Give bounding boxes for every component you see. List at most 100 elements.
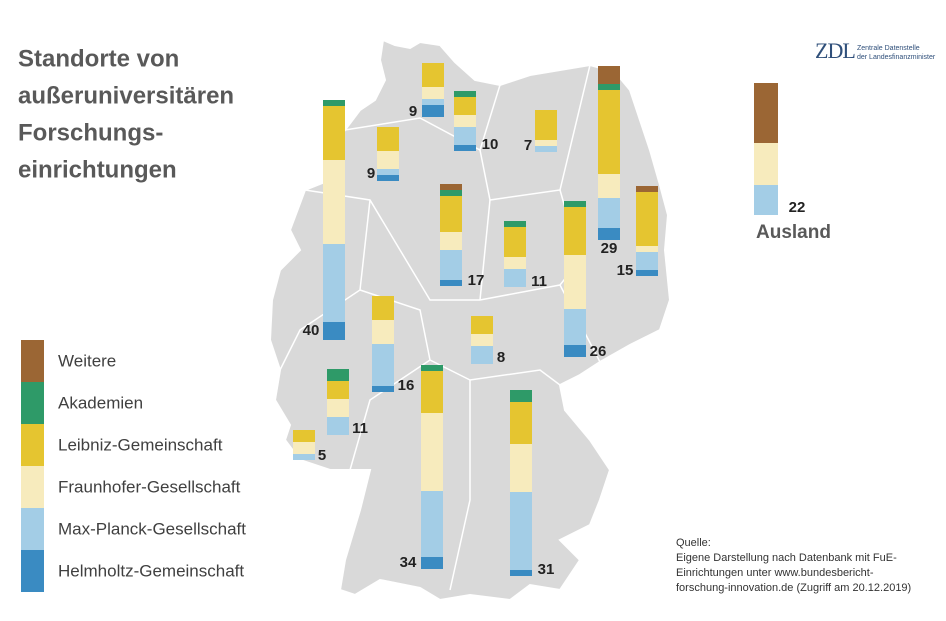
legend-label: Weitere	[58, 351, 116, 370]
bar-segment	[421, 371, 443, 413]
total-label: 29	[601, 240, 618, 257]
total-label: 17	[468, 272, 485, 289]
total-label: 26	[590, 343, 607, 360]
bar-segment	[598, 84, 620, 90]
bar-segment	[636, 192, 658, 246]
title-line: Standorte von	[18, 45, 179, 72]
total-label: 11	[531, 273, 547, 290]
total-label: 22	[789, 199, 806, 216]
bar-segment	[535, 146, 557, 152]
bar-segment	[440, 280, 462, 286]
bar-segment	[454, 145, 476, 151]
bar-segment	[377, 169, 399, 175]
bar-segment	[293, 454, 315, 460]
bar-segment	[471, 334, 493, 346]
bar-segment	[564, 201, 586, 207]
bar-segment	[636, 186, 658, 192]
bar-segment	[422, 99, 444, 105]
total-label: 5	[318, 447, 326, 464]
legend-label: Akademien	[58, 393, 143, 412]
bar-segment	[323, 244, 345, 322]
total-label: 16	[398, 377, 415, 394]
bar-segment	[510, 390, 532, 402]
bar-segment	[293, 442, 315, 454]
bar-segment	[471, 346, 493, 364]
bar-segment	[454, 97, 476, 115]
bar-segment	[510, 570, 532, 576]
bar-segment	[422, 63, 444, 87]
bar-segment	[440, 190, 462, 196]
bar-segment	[564, 207, 586, 255]
bar-segment	[454, 127, 476, 145]
bar-segment	[440, 232, 462, 250]
total-label: 9	[409, 103, 417, 120]
bar-segment	[504, 257, 526, 269]
title-line: außeruniversitären	[18, 82, 234, 109]
bar-segment	[636, 246, 658, 252]
legend-label: Helmholtz-Gemeinschaft	[58, 561, 244, 580]
bar-segment	[327, 381, 349, 399]
bar-segment	[504, 221, 526, 227]
logo-text: der Landesfinanzminister	[857, 54, 936, 61]
bar-segment	[510, 492, 532, 570]
total-label: 8	[497, 349, 505, 366]
source-line: Quelle:	[676, 537, 711, 549]
title-line: Forschungs-	[18, 119, 163, 146]
bar-segment	[323, 106, 345, 160]
source-line: Einrichtungen unter www.bundesbericht-	[676, 567, 874, 579]
total-label: 9	[367, 165, 375, 182]
bar-segment	[454, 115, 476, 127]
bar-segment	[636, 270, 658, 276]
bar-segment	[422, 105, 444, 117]
bar-segment	[421, 491, 443, 557]
bar-segment	[754, 143, 778, 185]
bar-segment	[421, 557, 443, 569]
logo-text: Zentrale Datenstelle	[857, 45, 920, 52]
total-label: 7	[524, 137, 532, 154]
bar-segment	[440, 250, 462, 280]
bar-segment	[510, 402, 532, 444]
bar-segment	[327, 369, 349, 381]
bar-segment	[323, 160, 345, 244]
bar-segment	[636, 252, 658, 270]
legend-label: Max-Planck-Gesellschaft	[58, 519, 246, 538]
bar-segment	[598, 228, 620, 240]
bar-segment	[422, 87, 444, 99]
bar-segment	[471, 316, 493, 334]
legend-swatch	[21, 424, 44, 466]
bar-segment	[293, 430, 315, 442]
total-label: 10	[482, 136, 499, 153]
source-line: Eigene Darstellung nach Datenbank mit Fu…	[676, 552, 897, 564]
bar-segment	[377, 127, 399, 151]
bar-segment	[504, 227, 526, 257]
bar-segment	[754, 83, 778, 143]
bar-segment	[535, 110, 557, 140]
bar-segment	[421, 413, 443, 491]
bar-segment	[564, 309, 586, 345]
bar-segment	[504, 269, 526, 287]
bar-segment	[510, 444, 532, 492]
legend-swatch	[21, 466, 44, 508]
logo-mark: ZDL	[815, 38, 855, 63]
bar-segment	[372, 344, 394, 386]
legend-label: Leibniz-Gemeinschaft	[58, 435, 223, 454]
legend-label: Fraunhofer-Gesellschaft	[58, 477, 241, 496]
bar-segment	[377, 175, 399, 181]
title-line: einrichtungen	[18, 156, 177, 183]
bar-segment	[372, 296, 394, 320]
total-label: 15	[617, 262, 634, 279]
bar-segment	[323, 322, 345, 340]
bar-segment	[598, 66, 620, 84]
legend-swatch	[21, 550, 44, 592]
bar-segment	[323, 100, 345, 106]
bar-segment	[754, 185, 778, 215]
bar-segment	[598, 174, 620, 198]
bar-segment	[377, 151, 399, 169]
bar-segment	[440, 184, 462, 190]
total-label: 31	[538, 561, 555, 578]
bar-segment	[598, 90, 620, 174]
bar-segment	[327, 417, 349, 435]
bar-segment	[564, 255, 586, 309]
bar-segment	[564, 345, 586, 357]
